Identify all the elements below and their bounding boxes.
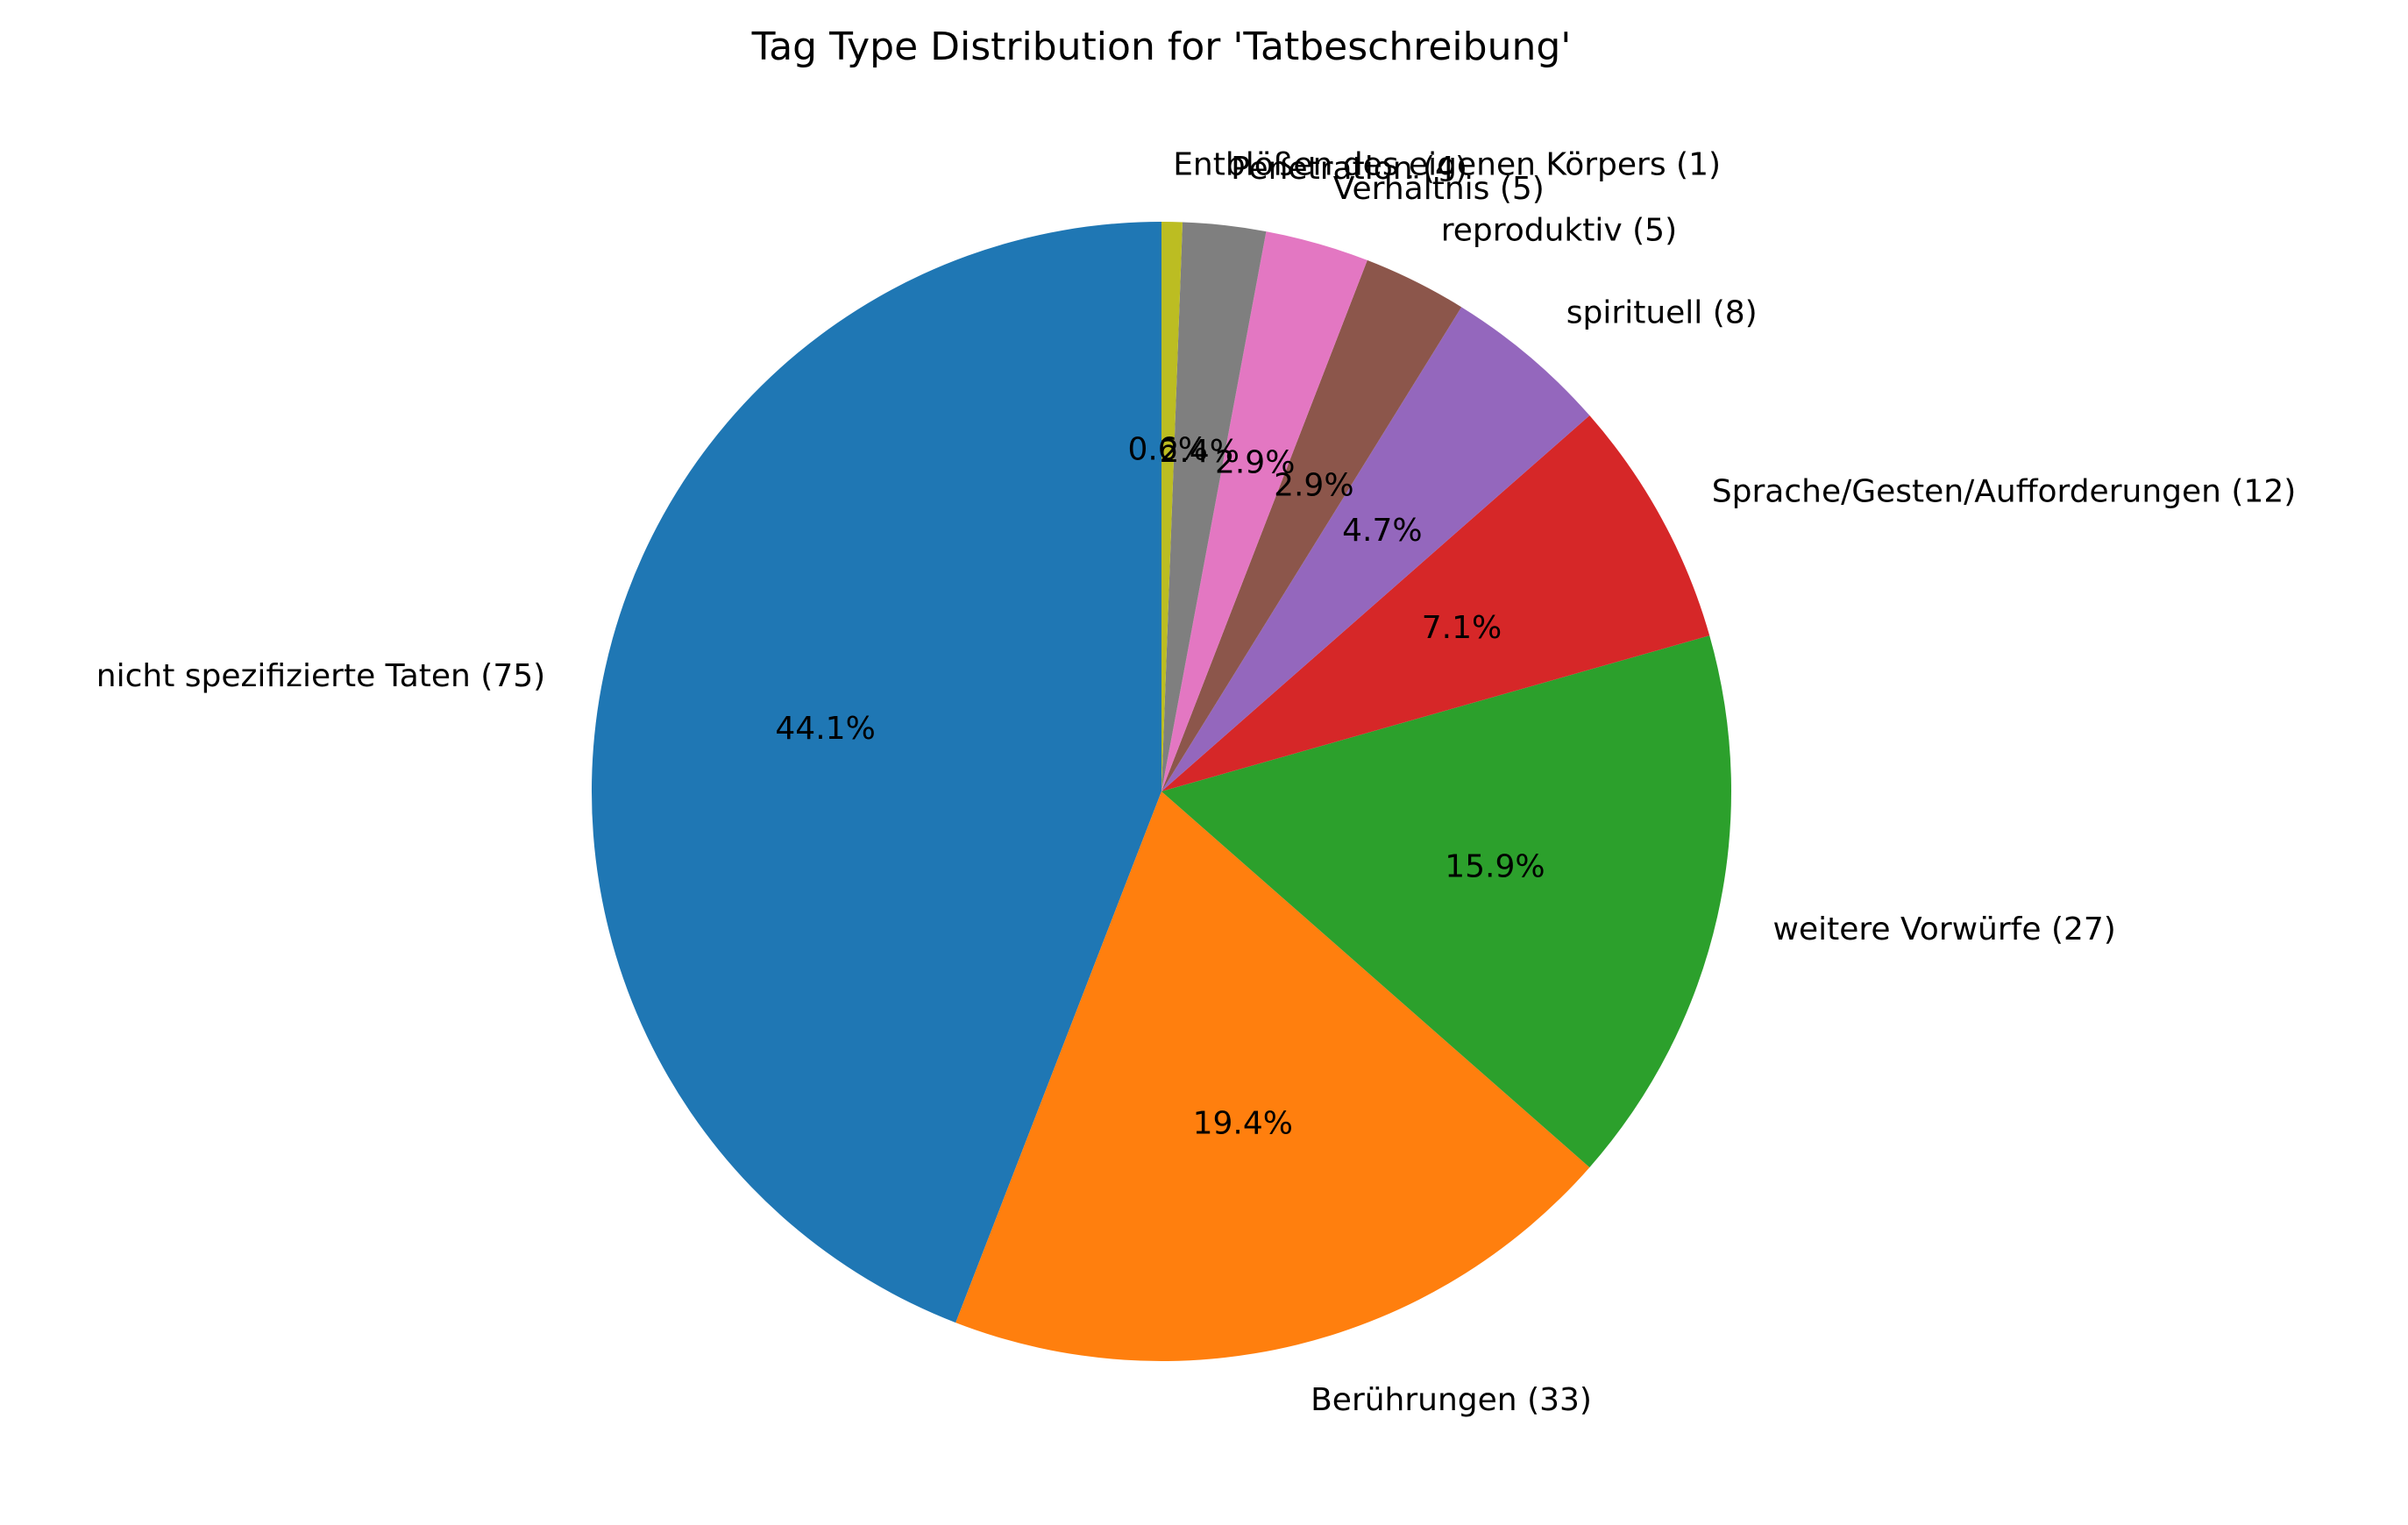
slice-label: weitere Vorwürfe (27) [1773, 911, 2116, 947]
pie-slice [955, 791, 1590, 1362]
slice-label: Entblößen des eigenen Körpers (1) [1173, 147, 1721, 183]
slice-label: Berührungen (33) [1311, 1382, 1592, 1418]
pie-slice [1161, 222, 1267, 791]
percent-label: 4.7% [1342, 513, 1422, 549]
pie-slice [1161, 415, 1710, 791]
percent-label: 19.4% [1193, 1105, 1293, 1141]
pie-slice [1161, 222, 1183, 791]
percent-label: 15.9% [1445, 848, 1545, 884]
slice-label: nicht spezifizierte Taten (75) [96, 658, 545, 694]
pie-slice [1161, 231, 1367, 791]
percent-label: 7.1% [1422, 610, 1502, 646]
percent-label: 44.1% [775, 711, 875, 747]
percent-labels: 44.1%19.4%15.9%7.1%4.7%2.9%2.9%2.4%0.6% [775, 432, 1545, 1142]
pie-slice [1161, 307, 1590, 791]
slice-label: spirituell (8) [1566, 295, 1758, 331]
pie-slice [1161, 259, 1462, 791]
slice-labels: nicht spezifizierte Taten (75) Berührunge… [96, 147, 2296, 1418]
percent-label: 2.4% [1159, 434, 1239, 470]
slice-label: reproduktiv (5) [1441, 213, 1677, 249]
percent-label: 2.9% [1215, 444, 1295, 480]
slice-label: Sprache/Gesten/Aufforderungen (12) [1712, 473, 2297, 509]
chart-title: Tag Type Distribution for 'Tatbeschreibu… [751, 25, 1572, 69]
pie-slice [591, 222, 1161, 1323]
percent-label: 0.6% [1127, 432, 1207, 468]
slice-label: Penetration (4) [1231, 151, 1467, 187]
pie-slices [591, 222, 1732, 1362]
pie-slice [1161, 635, 1732, 1167]
slice-label: Verhältnis (5) [1333, 171, 1545, 207]
percent-label: 2.9% [1274, 467, 1353, 503]
